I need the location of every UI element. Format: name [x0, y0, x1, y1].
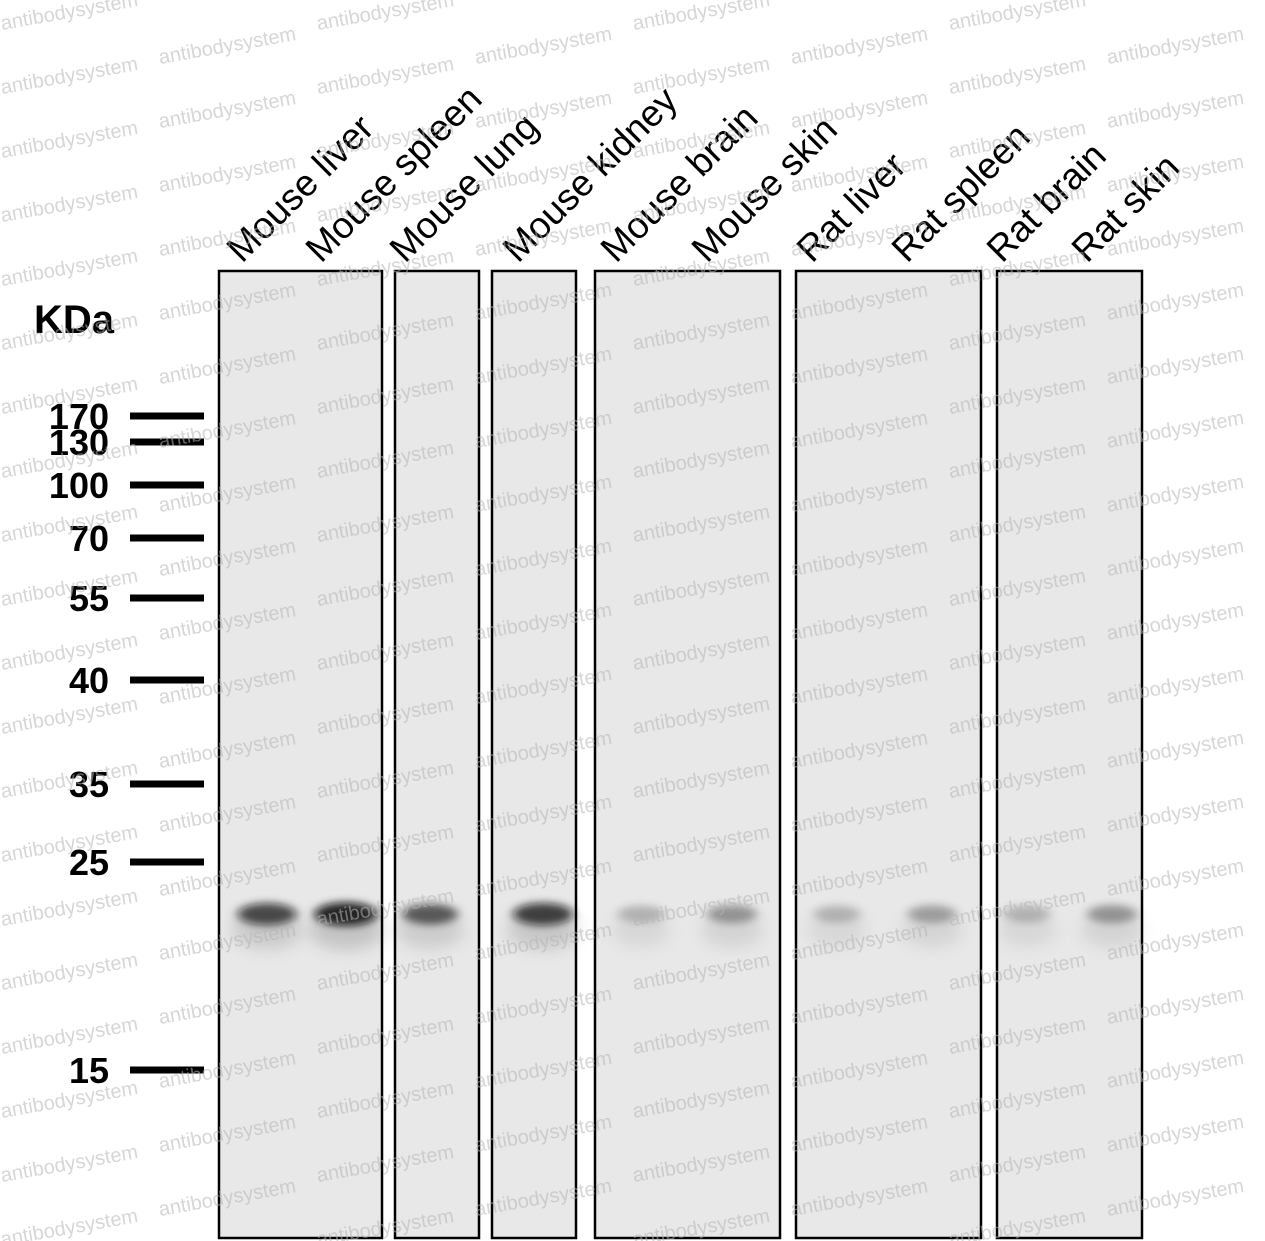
watermark-text: antibodysystem — [0, 117, 140, 163]
marker-bar-35 — [130, 780, 204, 788]
watermark-text: antibodysystem — [0, 885, 140, 931]
band-smear-mouse-skin — [701, 912, 763, 948]
marker-bar-100 — [130, 481, 204, 489]
panel-border-2 — [393, 269, 481, 1240]
marker-label-25: 25 — [69, 842, 109, 883]
membrane-panel-1 — [219, 271, 382, 1238]
watermark-text: antibodysystem — [315, 0, 456, 35]
watermark-text: antibodysystem — [1105, 151, 1246, 197]
band-smear-mouse-brain — [611, 913, 671, 947]
watermark-text: antibodysystem — [789, 87, 930, 133]
panel-border-4 — [593, 269, 782, 1240]
watermark-text: antibodysystem — [1105, 23, 1246, 69]
band-smear-rat-spleen — [901, 913, 963, 948]
membrane-panel-6 — [997, 271, 1142, 1238]
band-smear-rat-skin — [1081, 912, 1143, 948]
marker-bar-40 — [130, 676, 204, 684]
watermark-text: antibodysystem — [0, 181, 140, 227]
watermark-text: antibodysystem — [947, 53, 1088, 99]
band-mouse-liver — [237, 903, 297, 926]
watermark-text: antibodysystem — [0, 1205, 140, 1241]
watermark-text: antibodysystem — [0, 53, 140, 99]
band-mouse-lung — [402, 903, 458, 925]
panel-border-5 — [794, 269, 983, 1240]
band-rat-brain — [1003, 905, 1051, 923]
marker-bar-70 — [130, 534, 204, 542]
membrane-panel-2 — [395, 271, 479, 1238]
watermark-text: antibodysystem — [0, 1141, 140, 1187]
band-smear-rat-brain — [997, 913, 1057, 947]
marker-label-70: 70 — [69, 518, 109, 559]
watermark-text: antibodysystem — [157, 87, 298, 133]
watermark-text: antibodysystem — [947, 0, 1088, 35]
marker-bar-170 — [130, 412, 204, 420]
watermark-text: antibodysystem — [0, 245, 140, 291]
band-mouse-brain — [617, 905, 665, 923]
band-mouse-spleen — [314, 902, 378, 926]
band-smear-rat-liver — [807, 913, 867, 947]
panel-borders — [217, 269, 1144, 1240]
watermark-text: antibodysystem — [1105, 87, 1246, 133]
watermark-text: antibodysystem — [157, 23, 298, 69]
watermark-text: antibodysystem — [789, 23, 930, 69]
band-rat-skin — [1087, 904, 1137, 924]
band-rat-spleen — [907, 905, 957, 924]
membrane-panels — [219, 271, 1142, 1238]
watermark-text: antibodysystem — [0, 949, 140, 995]
watermark-text: antibodysystem — [0, 0, 140, 35]
marker-label-100: 100 — [49, 465, 109, 506]
band-mouse-kidney — [513, 902, 573, 926]
marker-label-15: 15 — [69, 1050, 109, 1091]
watermark-text: antibodysystem — [631, 53, 772, 99]
watermark-text: antibodysystem — [631, 0, 772, 35]
protein-bands — [231, 902, 1143, 950]
watermark-text: antibodysystem — [157, 215, 298, 261]
marker-bar-55 — [130, 594, 204, 602]
watermark-text: antibodysystem — [473, 23, 614, 69]
watermark-text: antibodysystem — [473, 87, 614, 133]
panel-border-6 — [995, 269, 1144, 1240]
membrane-panel-5 — [796, 271, 981, 1238]
marker-label-55: 55 — [69, 578, 109, 619]
panel-border-1 — [217, 269, 384, 1240]
watermark-text: antibodysystem — [315, 53, 456, 99]
unit-label: KDa — [34, 298, 115, 342]
marker-label-40: 40 — [69, 660, 109, 701]
marker-label-130: 130 — [49, 422, 109, 463]
marker-label-35: 35 — [69, 764, 109, 805]
marker-bar-15 — [130, 1066, 204, 1074]
band-mouse-skin — [707, 904, 757, 924]
membrane-panel-4 — [595, 271, 780, 1238]
panel-border-3 — [490, 269, 578, 1240]
band-rat-liver — [813, 905, 861, 923]
marker-label-170: 170 — [49, 396, 109, 437]
membrane-panel-3 — [492, 271, 576, 1238]
marker-bar-25 — [130, 858, 204, 866]
marker-bar-130 — [130, 438, 204, 446]
